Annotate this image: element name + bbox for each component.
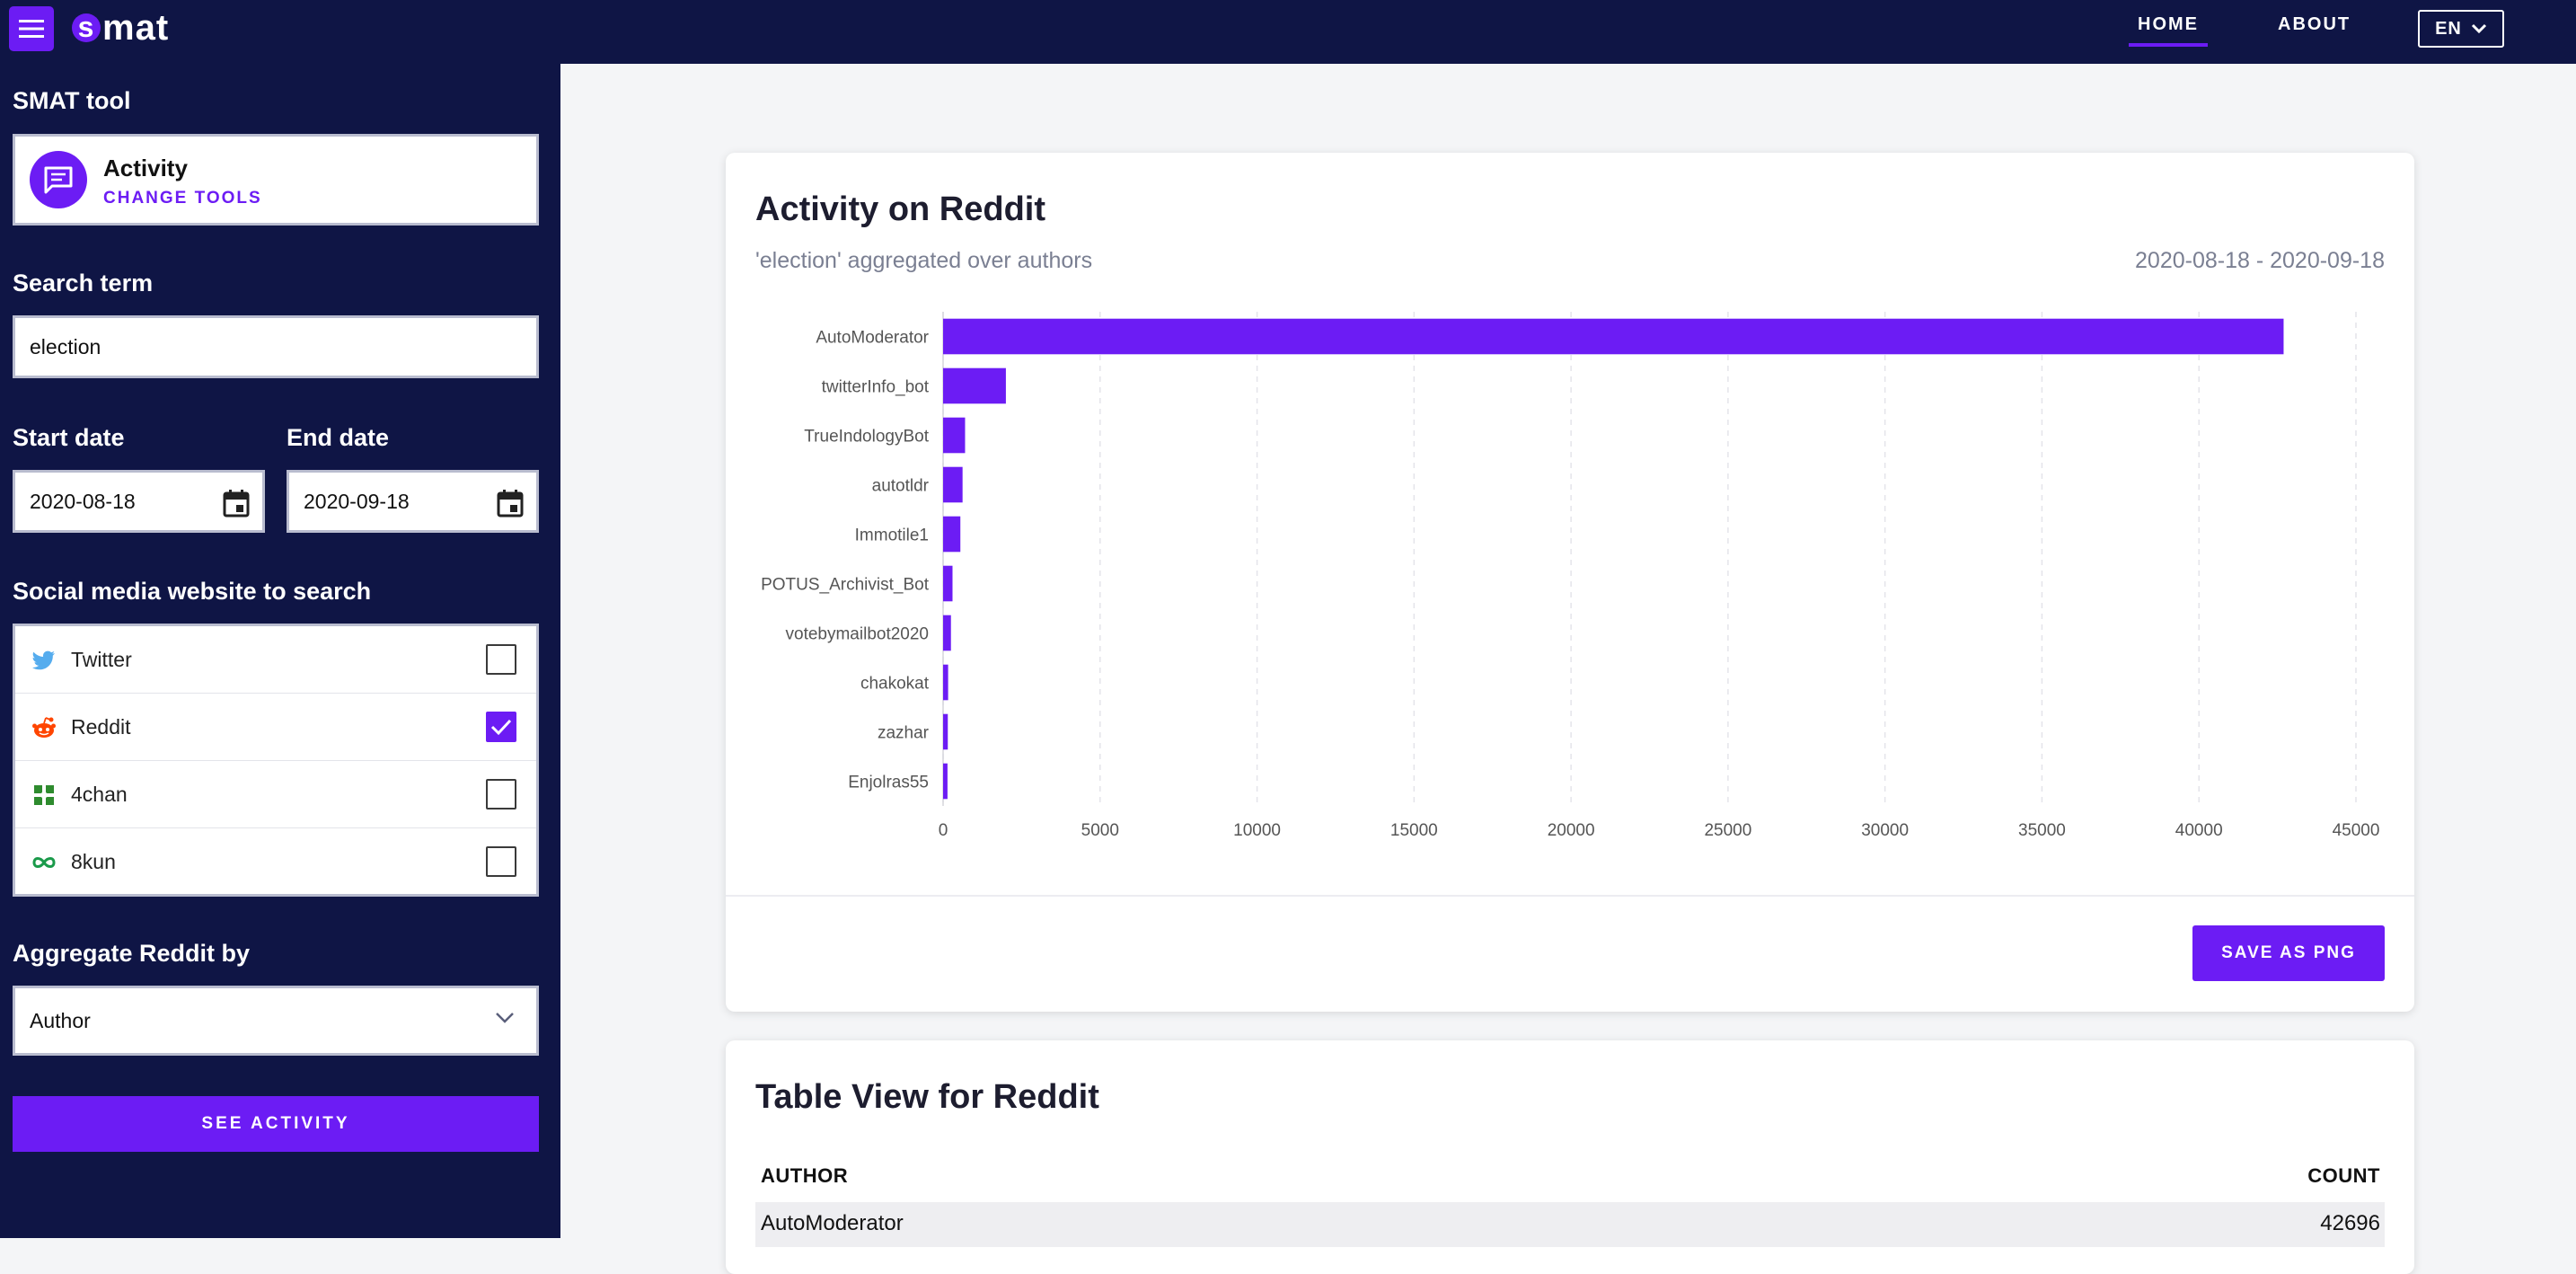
reddit-checkbox[interactable]	[486, 712, 516, 742]
logo-s-mark: s	[72, 13, 101, 42]
see-activity-button[interactable]: SEE ACTIVITY	[13, 1096, 539, 1152]
platform-section-label: Social media website to search	[13, 578, 372, 605]
x-tick-label: 35000	[2018, 821, 2066, 840]
chart-date-range: 2020-08-18 - 2020-09-18	[2135, 248, 2385, 273]
tool-section-label: SMAT tool	[13, 87, 131, 114]
platform-row-4chan[interactable]: 4chan	[15, 761, 536, 828]
y-tick-label: Enjolras55	[848, 774, 929, 792]
x-tick-label: 20000	[1548, 821, 1595, 840]
bar	[943, 664, 948, 701]
4chan-clover-icon	[34, 785, 54, 805]
4chan-checkbox[interactable]	[486, 779, 516, 810]
y-tick-label: Immotile1	[855, 526, 929, 545]
tool-name: Activity	[103, 155, 188, 181]
platform-row-twitter[interactable]: Twitter	[15, 626, 536, 694]
8kun-infinity-icon	[32, 857, 56, 868]
x-tick-label: 15000	[1390, 821, 1438, 840]
end-date-label: End date	[287, 424, 390, 451]
nav-active-indicator	[2129, 43, 2208, 47]
y-tick-label: TrueIndologyBot	[804, 428, 929, 447]
start-date-value: 2020-08-18	[30, 489, 136, 513]
chart-title: Activity on Reddit	[755, 190, 1046, 228]
start-date-label: Start date	[13, 424, 125, 451]
x-tick-label: 5000	[1081, 821, 1119, 840]
search-input[interactable]: election	[13, 315, 539, 378]
bar	[943, 516, 961, 553]
bar-chart: 0 5000 10000 15000 20000 25000 30000 35000 40000…	[761, 312, 2380, 840]
x-tick-label: 40000	[2175, 821, 2223, 840]
x-tick-label: 10000	[1233, 821, 1281, 840]
checkmark-icon	[490, 719, 512, 736]
tool-card[interactable]: Activity CHANGE TOOLS	[13, 134, 539, 226]
search-term-label: Search term	[13, 270, 154, 296]
aggregate-select-value: Author	[30, 1008, 91, 1032]
chevron-down-icon	[2471, 23, 2486, 34]
column-header-author[interactable]: AUTHOR	[761, 1164, 849, 1187]
nav-home-link[interactable]: HOME	[2138, 14, 2199, 34]
table-cell-count: 42696	[2320, 1211, 2380, 1235]
hamburger-menu-button[interactable]	[9, 6, 54, 51]
chart-subtitle: 'election' aggregated over authors	[755, 248, 1093, 273]
y-tick-label: autotldr	[872, 477, 930, 496]
search-input-value: election	[30, 334, 101, 358]
y-tick-label: POTUS_Archivist_Bot	[761, 576, 930, 595]
platform-label-4chan: 4chan	[71, 782, 128, 806]
bar	[943, 318, 2284, 355]
twitter-checkbox[interactable]	[486, 644, 516, 675]
card-divider	[726, 895, 2414, 897]
language-selector[interactable]: EN	[2418, 10, 2504, 48]
top-navbar: s mat HOME ABOUT EN	[0, 0, 2576, 64]
y-tick-label: zazhar	[878, 724, 930, 743]
table-cell-author: AutoModerator	[761, 1211, 904, 1235]
8kun-checkbox[interactable]	[486, 846, 516, 877]
table-row[interactable]: AutoModerator 42696	[755, 1202, 2385, 1247]
smat-logo[interactable]: s mat	[72, 7, 169, 49]
y-tick-label: chakokat	[860, 675, 930, 694]
change-tools-link[interactable]: CHANGE TOOLS	[103, 189, 262, 208]
x-tick-label: 0	[939, 821, 948, 840]
y-tick-label: twitterInfo_bot	[822, 378, 930, 397]
bar	[943, 466, 963, 503]
bar	[943, 713, 948, 750]
platform-label-twitter: Twitter	[71, 647, 132, 671]
bar	[943, 615, 951, 651]
start-date-input[interactable]: 2020-08-18	[13, 470, 265, 533]
calendar-icon[interactable]	[497, 489, 524, 518]
bar	[943, 367, 1006, 404]
calendar-icon[interactable]	[223, 489, 250, 518]
bar	[943, 417, 966, 454]
sidebar: SMAT tool Activity CHANGE TOOLS Search t…	[0, 64, 560, 1238]
save-as-png-button[interactable]: SAVE AS PNG	[2192, 925, 2385, 981]
table-card: Table View for Reddit AUTHOR COUNT AutoM…	[726, 1040, 2414, 1274]
x-tick-label: 30000	[1861, 821, 1909, 840]
nav-about-link[interactable]: ABOUT	[2278, 14, 2351, 34]
end-date-value: 2020-09-18	[304, 489, 410, 513]
y-tick-label: AutoModerator	[816, 329, 929, 348]
twitter-icon	[32, 650, 55, 670]
end-date-input[interactable]: 2020-09-18	[287, 470, 539, 533]
aggregate-select[interactable]: Author	[13, 986, 539, 1056]
aggregate-label: Aggregate Reddit by	[13, 940, 251, 967]
platform-list: Twitter Reddit	[13, 624, 539, 897]
bar	[943, 565, 953, 602]
table-title: Table View for Reddit	[755, 1078, 1099, 1116]
chevron-down-icon	[496, 1013, 514, 1023]
reddit-icon	[32, 717, 56, 738]
x-tick-label: 45000	[2333, 821, 2380, 840]
chat-bubble-icon	[30, 151, 87, 208]
bar	[943, 763, 948, 800]
platform-label-8kun: 8kun	[71, 850, 116, 873]
chart-card: Activity on Reddit 'election' aggregated…	[726, 153, 2414, 1012]
logo-text: mat	[102, 7, 170, 48]
x-tick-label: 25000	[1704, 821, 1751, 840]
platform-row-8kun[interactable]: 8kun	[15, 828, 536, 896]
platform-label-reddit: Reddit	[71, 714, 131, 739]
column-header-count[interactable]: COUNT	[2307, 1164, 2380, 1187]
platform-row-reddit[interactable]: Reddit	[15, 694, 536, 761]
language-label: EN	[2435, 18, 2462, 39]
y-tick-label: votebymailbot2020	[786, 625, 930, 644]
hamburger-icon	[19, 20, 44, 38]
